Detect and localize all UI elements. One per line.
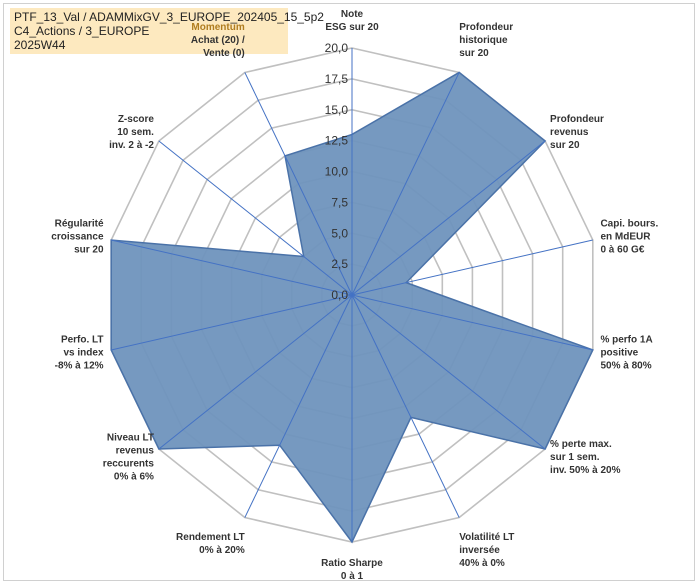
axis-spoke xyxy=(244,72,353,296)
axis-spoke xyxy=(244,294,353,518)
axis-label: Ratio Sharpe 0 à 1 xyxy=(321,558,383,582)
axis-label: Rendement LT 0% à 20% xyxy=(176,532,245,556)
tick-label: 12,5 xyxy=(325,134,349,148)
axis-spoke xyxy=(351,294,460,518)
axis-spoke xyxy=(351,72,460,296)
axis-label: Profondeur revenus sur 20 xyxy=(550,114,604,151)
tick-label: 17,5 xyxy=(325,72,349,86)
tick-label: 20,0 xyxy=(325,41,349,55)
axis-label: Momentum Achat (20) / Vente (0) xyxy=(191,22,245,59)
title-line-2: C4_Actions / 3_EUROPE xyxy=(14,24,150,38)
axis-spoke xyxy=(158,294,353,450)
tick-label: 0,0 xyxy=(331,288,348,302)
axis-label: % perte max. sur 1 sem. inv. 50% à 20% xyxy=(550,439,621,476)
axis-spoke xyxy=(351,140,546,296)
axis-label: Note ESG sur 20 xyxy=(325,9,379,33)
axis-spoke xyxy=(351,239,593,296)
axis-label: % perfo 1A positive 50% à 80% xyxy=(600,335,652,372)
title-line-1: PTF_13_Val / ADAMMixGV_3_EUROPE_202405_1… xyxy=(14,10,324,24)
tick-label: 2,5 xyxy=(331,257,348,271)
chart-title-box: PTF_13_Val / ADAMMixGV_3_EUROPE_202405_1… xyxy=(10,8,324,54)
spoke-layer xyxy=(111,48,593,542)
axis-label: Régularité croissance sur 20 xyxy=(51,218,104,255)
axis-label: Niveau LT revenus reccurents 0% à 6% xyxy=(103,433,155,483)
tick-label: 7,5 xyxy=(331,195,348,209)
axis-label: Profondeur historique sur 20 xyxy=(459,22,513,59)
tick-label: 5,0 xyxy=(331,226,348,240)
tick-label: 10,0 xyxy=(325,165,349,179)
title-line-3: 2025W44 xyxy=(14,38,66,52)
axis-label: Capi. bours. en MdEUR 0 à 60 G€ xyxy=(600,218,658,255)
tick-layer: 0,0 2,5 5,0 7,5 10,0 12,5 15,0 17,5 20,0 xyxy=(325,41,349,302)
label-layer: Note ESG sur 20 Profondeur historique sur 20… xyxy=(51,9,658,582)
axis-label: Z-score 10 sem. inv. 2 à -2 xyxy=(109,114,154,151)
axis-label: Volatilité LT inversée 40% à 0% xyxy=(459,532,514,569)
axis-spoke xyxy=(158,140,353,296)
tick-label: 15,0 xyxy=(325,103,349,117)
axis-spoke xyxy=(351,294,593,351)
axis-label: Perfo. LT vs index -8% à 12% xyxy=(55,335,104,372)
axis-spoke xyxy=(111,239,353,296)
axis-spoke xyxy=(351,294,546,450)
axis-spoke xyxy=(111,294,353,351)
